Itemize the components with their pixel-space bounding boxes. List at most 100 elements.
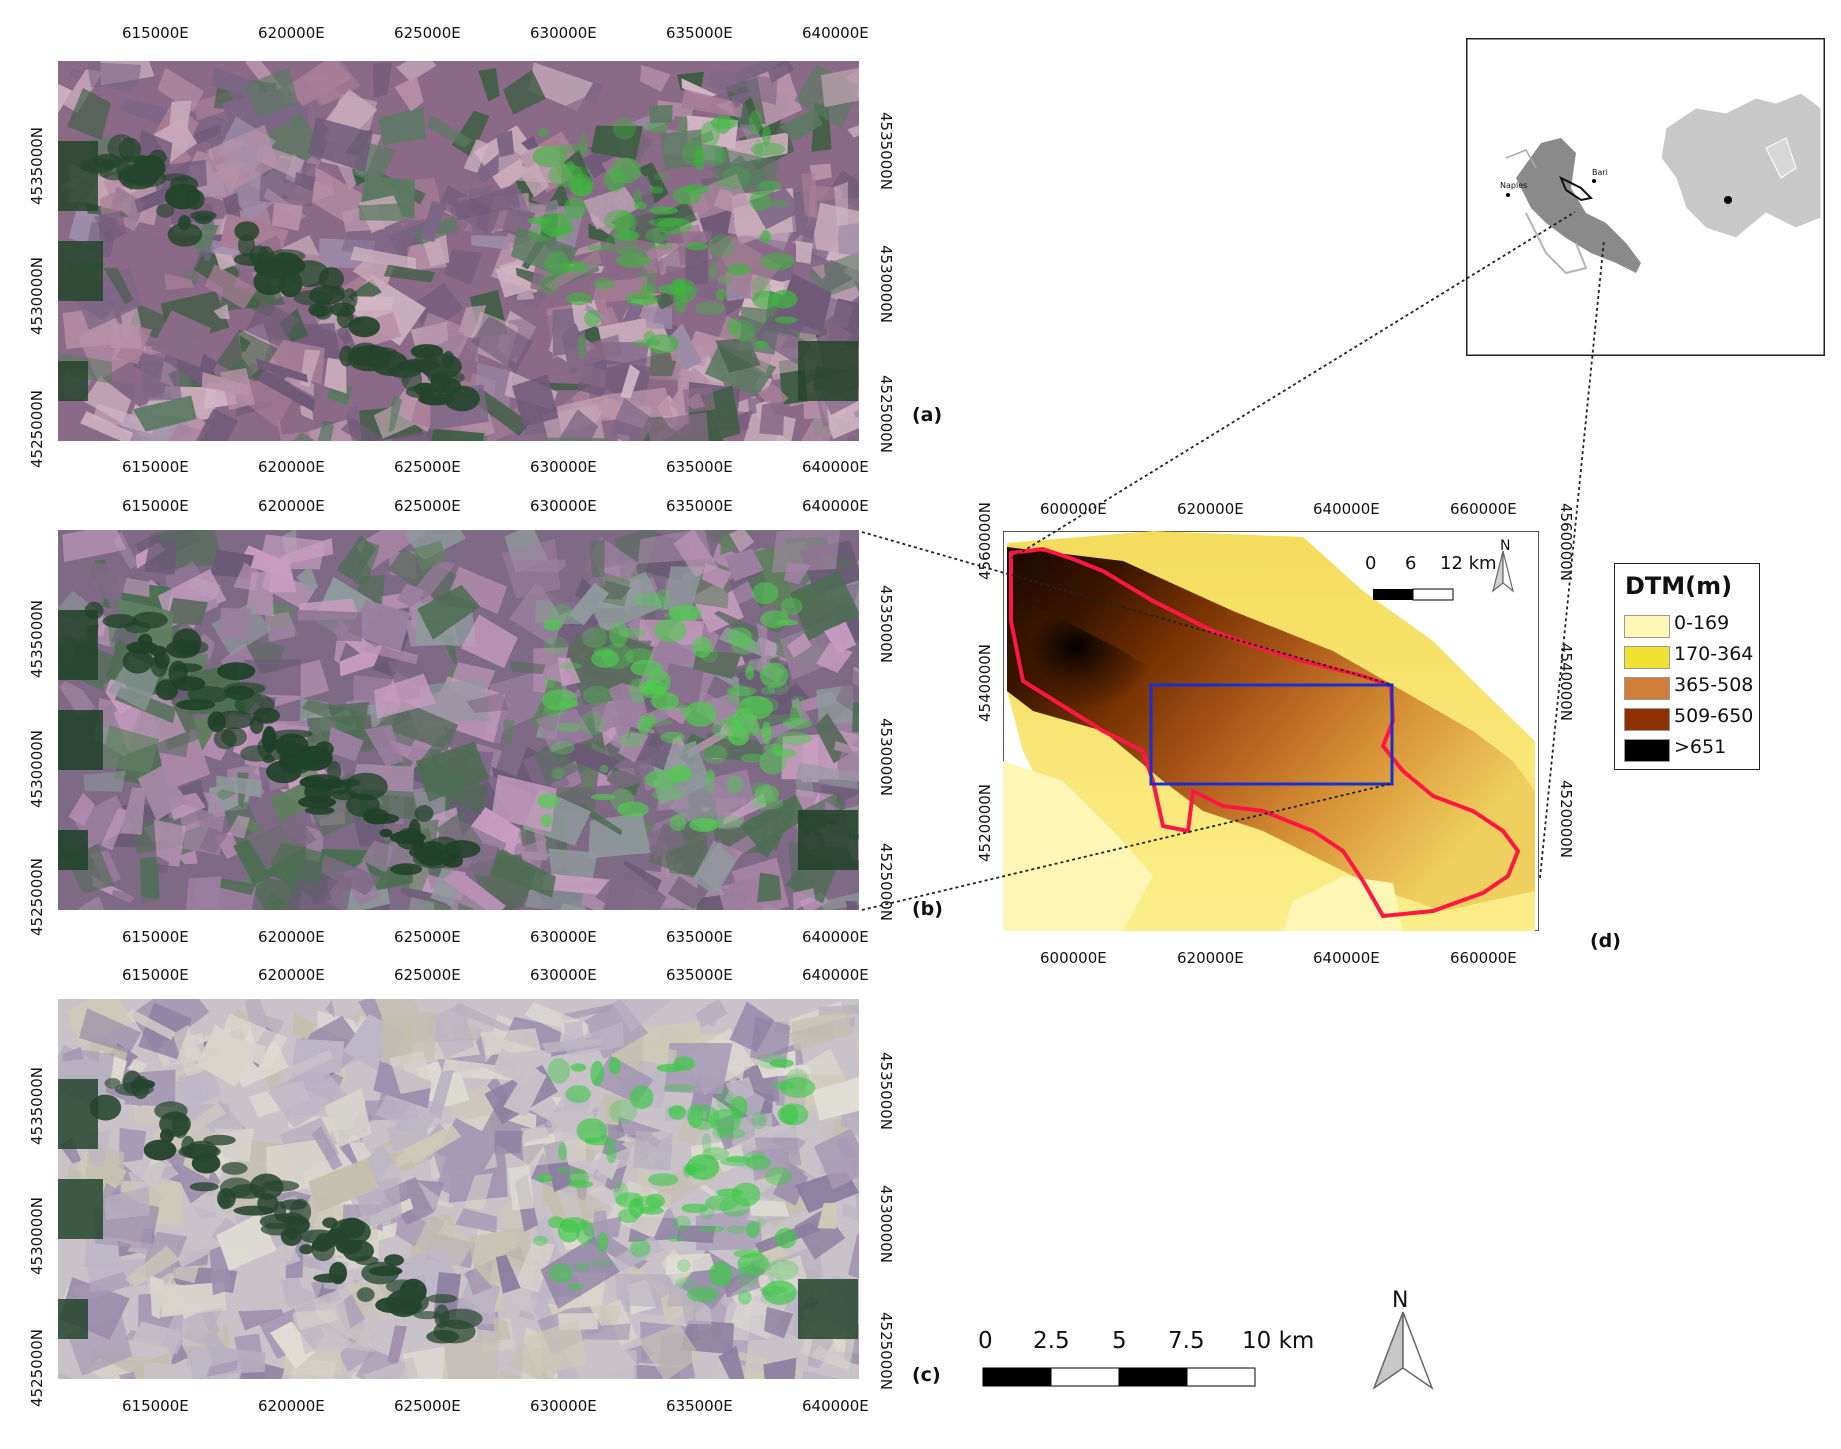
field-parcel — [361, 840, 395, 873]
panel-c-xtick-top: 640000E — [802, 966, 869, 984]
field-parcel — [178, 1302, 207, 1319]
forest-block — [58, 1299, 88, 1339]
field-parcel — [823, 621, 857, 653]
field-parcel — [695, 999, 729, 1028]
field-parcel — [222, 192, 241, 221]
field-parcel — [279, 1049, 334, 1085]
field-parcel — [553, 736, 620, 776]
panel-a-label: (a) — [912, 404, 943, 426]
forest-patch — [240, 745, 272, 762]
vegetation-patch — [761, 721, 772, 745]
vegetation-patch — [674, 1277, 696, 1290]
field-parcel — [835, 668, 859, 718]
field-parcel — [522, 1319, 588, 1375]
city-label-naples: Naples — [1500, 181, 1528, 190]
legend-swatch — [1624, 677, 1670, 700]
scale-segment — [1118, 1367, 1188, 1387]
scale-label: 2.5 — [1033, 1328, 1070, 1354]
forest-patch — [213, 728, 237, 750]
forest-patch — [207, 711, 226, 733]
field-parcel — [763, 1357, 797, 1379]
field-parcel — [206, 1360, 239, 1378]
dtm-legend: DTM(m) 0-169 170-364 365-508 509-650 >65… — [1614, 563, 1760, 770]
vegetation-patch — [584, 1137, 616, 1146]
field-parcel — [144, 534, 177, 575]
vegetation-patch — [540, 814, 552, 828]
field-parcel — [692, 840, 737, 897]
field-parcel — [521, 135, 539, 151]
dtm-scale-label: 12 km — [1440, 553, 1497, 574]
field-parcel — [792, 888, 816, 910]
vegetation-patch — [738, 695, 774, 720]
field-parcel — [67, 87, 112, 141]
panel-b-ytick-right: 4530000N — [877, 718, 895, 797]
panel-b-xtick-top: 625000E — [394, 497, 461, 515]
field-parcel — [495, 1254, 521, 1294]
field-parcel — [419, 678, 491, 722]
panel-b-xtick-top: 640000E — [802, 497, 869, 515]
field-parcel — [267, 1062, 347, 1129]
panel-b-xtick-bottom: 615000E — [122, 928, 189, 946]
vegetation-patch — [760, 230, 771, 244]
north-arrow-right-icon — [1402, 1311, 1434, 1390]
forest-patch — [221, 1162, 248, 1175]
field-parcel — [778, 107, 823, 142]
legend-swatch — [1624, 739, 1670, 762]
forest-block — [798, 810, 858, 870]
vegetation-patch — [727, 686, 757, 696]
field-parcel — [614, 1273, 672, 1309]
field-parcel — [359, 202, 408, 221]
forest-block — [58, 830, 88, 870]
forest-patch — [217, 662, 256, 681]
vegetation-patch — [666, 1235, 685, 1242]
field-parcel — [255, 358, 308, 383]
vegetation-patch — [760, 252, 795, 271]
vegetation-patch — [630, 659, 663, 677]
panel-c-xtick-bottom: 625000E — [394, 1397, 461, 1415]
forest-patch — [260, 1222, 294, 1236]
field-parcel — [336, 535, 377, 582]
vegetation-patch — [684, 701, 717, 727]
scale-segment — [982, 1367, 1052, 1387]
vegetation-patch — [750, 142, 785, 156]
field-parcel — [690, 130, 715, 148]
field-parcel — [151, 310, 211, 368]
field-parcel — [378, 106, 426, 146]
vegetation-patch — [752, 290, 778, 309]
vegetation-patch — [776, 731, 813, 746]
vegetation-patch — [640, 283, 657, 295]
vegetation-patch — [590, 1060, 605, 1087]
field-parcel — [215, 877, 256, 896]
vegetation-patch — [716, 1088, 735, 1112]
panel-a-xtick-top: 635000E — [666, 24, 733, 42]
vegetation-patch — [537, 128, 550, 137]
field-parcel — [718, 1345, 746, 1379]
vegetation-patch — [574, 1262, 590, 1271]
panel-b-xtick-top: 615000E — [122, 497, 189, 515]
scale-label: 5 — [1112, 1328, 1127, 1354]
field-parcel — [583, 186, 640, 230]
panel-d-xtick-top: 620000E — [1177, 500, 1244, 518]
legend-item-label: 0-169 — [1674, 612, 1730, 634]
field-parcel — [390, 700, 459, 751]
field-parcel — [62, 530, 127, 563]
satellite-image-a — [58, 61, 859, 441]
panel-d-ytick-left: 4540000N — [976, 643, 994, 722]
field-parcel — [201, 246, 214, 262]
forest-patch — [176, 699, 216, 711]
legend-title: DTM(m) — [1625, 572, 1733, 600]
field-parcel — [842, 1202, 859, 1224]
vegetation-patch — [744, 1151, 767, 1161]
field-parcel — [641, 307, 673, 330]
field-parcel — [426, 428, 485, 441]
field-parcel — [308, 75, 341, 106]
vegetation-patch — [593, 277, 615, 290]
panel-b-xtick-top: 620000E — [258, 497, 325, 515]
field-parcel — [413, 559, 456, 601]
vegetation-patch — [544, 252, 570, 277]
field-parcel — [383, 264, 436, 283]
field-parcel — [307, 117, 373, 173]
field-parcel — [465, 1268, 493, 1296]
field-parcel — [156, 856, 170, 873]
field-parcel — [251, 367, 316, 412]
